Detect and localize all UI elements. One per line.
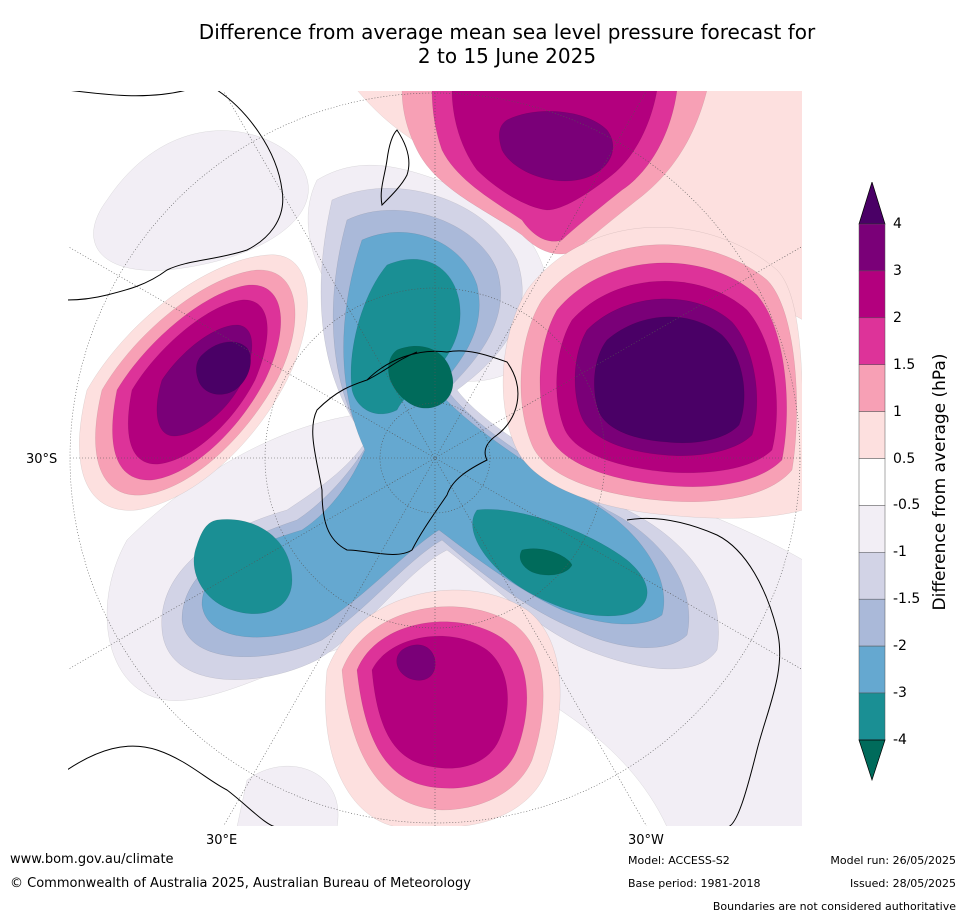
colorbar-box-0.5to1 [858,411,886,459]
antarctica-coast [312,350,519,555]
colorbar-title: Difference from average (hPa) [930,353,950,611]
colorbar-tick: 1 [893,403,902,420]
map-title: Difference from average mean sea level p… [0,20,965,68]
south-america-coast [626,517,781,827]
copyright-text: © Commonwealth of Australia 2025, Austra… [10,876,471,891]
colorbar-tick: -0.5 [893,497,921,514]
model-text: Model: ACCESS-S2 [628,854,730,867]
lat-label-30s: 30°S [26,452,58,467]
colorbar-box-2to3 [858,270,886,319]
colorbar-boxes [858,223,886,741]
colorbar-box-1to1.5 [858,364,886,412]
colorbar-tick: -4 [893,731,907,748]
africa-coast [67,745,278,827]
colorbar-tick: -2 [893,638,907,655]
colorbar-tick: -1 [893,544,907,561]
colorbar-tick: 1.5 [893,356,916,373]
colorbar-box-neutral [858,458,886,506]
negative-anomaly-trefoil [161,188,719,680]
colorbar-box--3to-2 [858,645,886,694]
colorbar-box--4to-3 [858,692,886,741]
new-zealand-coast [380,129,410,207]
colorbar-svg [858,180,886,782]
colorbar-tick: 4 [893,216,902,232]
website-link[interactable]: www.bom.gov.au/climate [10,852,174,867]
pressure-anomaly-map [67,90,803,827]
colorbar-top-arrow [858,180,886,225]
colorbar-tick: -3 [893,685,907,701]
colorbar [858,180,898,786]
model-run-text: Model run: 26/05/2025 [830,854,956,867]
colorbar-box-3to4 [858,223,886,272]
antarctic-peninsula [366,351,418,381]
coastlines [67,90,781,827]
colorbar-box--1to-0.5 [858,505,886,553]
positive-anomaly-west [79,254,308,511]
title-line-1: Difference from average mean sea level p… [198,20,816,44]
title-line-2: 2 to 15 June 2025 [417,44,597,68]
colorbar-tick: 2 [893,309,902,326]
colorbar-tick: -1.5 [893,591,921,608]
positive-anomaly-east [502,227,803,519]
base-period-text: Base period: 1981-2018 [628,877,761,890]
lon-label-30e: 30°E [206,833,238,848]
positive-anomaly-south [325,589,561,827]
colorbar-box-1.5to2 [858,317,886,365]
map-svg [67,90,803,827]
issued-text: Issued: 28/05/2025 [849,877,956,890]
colorbar-tick: 0.5 [893,450,916,467]
colorbar-tick: 3 [893,262,902,279]
colorbar-box--1.5to-1 [858,552,886,600]
graticule [67,90,803,827]
colorbar-box--2to-1.5 [858,598,886,647]
lon-label-30w: 30°W [628,833,664,848]
disclaimer-text: Boundaries are not considered authoritat… [712,900,956,913]
colorbar-bottom-arrow [858,739,886,782]
australia-coast [67,90,284,301]
